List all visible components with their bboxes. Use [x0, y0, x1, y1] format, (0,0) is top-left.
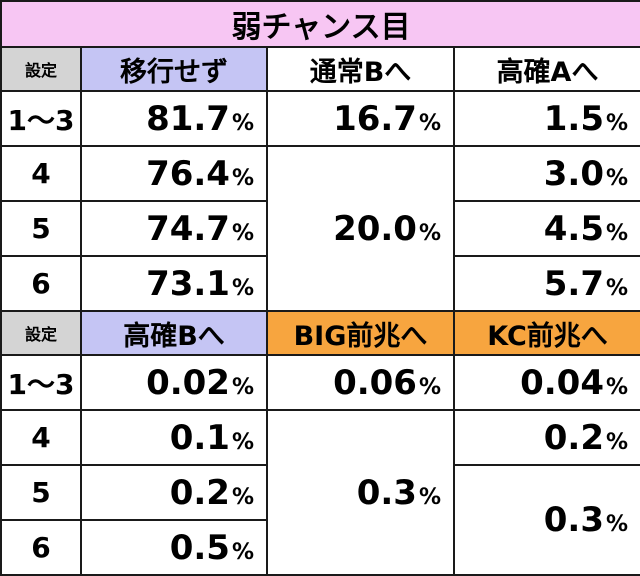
header-kc-zenchou: KC前兆へ — [452, 310, 640, 356]
value-cell: 0.06% — [266, 354, 455, 411]
header-high-b: 高確Bへ — [80, 310, 268, 356]
value-cell: 0.2% — [80, 464, 268, 521]
value-cell: 0.02% — [80, 354, 268, 411]
value-cell: 16.7% — [266, 90, 455, 147]
setting-cell: 5 — [0, 464, 82, 521]
table-row: 5 0.2% 0.3% — [0, 464, 640, 576]
setting-cell: 5 — [0, 200, 82, 257]
setting-cell: 1〜3 — [0, 354, 82, 411]
table-row: 6 0.5% — [0, 519, 640, 576]
value-cell: 4.5% — [452, 200, 640, 257]
header-normal-b: 通常Bへ — [266, 46, 455, 92]
table-row: 1〜3 0.02% 0.06% 0.04% — [0, 354, 640, 411]
table-title: 弱チャンス目 — [0, 0, 640, 48]
value-cell: 0.04% — [452, 354, 640, 411]
merged-value-cell: 0.3% — [452, 464, 640, 576]
setting-cell: 4 — [0, 145, 82, 202]
merged-value-cell: 0.3% — [266, 409, 455, 576]
table-row: 5 74.7% 4.5% — [0, 200, 640, 257]
settei-header: 設定 — [0, 310, 82, 356]
table-row: 4 76.4% 20.0% 3.0% — [0, 145, 640, 312]
value-cell: 5.7% — [452, 255, 640, 312]
value-cell: 0.5% — [80, 519, 268, 576]
header-big-zenchou: BIG前兆へ — [266, 310, 455, 356]
value-cell: 0.1% — [80, 409, 268, 466]
table-row: 4 0.1% 0.3% 0.2% — [0, 409, 640, 576]
setting-cell: 1〜3 — [0, 90, 82, 147]
value-cell: 74.7% — [80, 200, 268, 257]
merged-value-cell: 20.0% — [266, 145, 455, 312]
table-row: 1〜3 81.7% 16.7% 1.5% — [0, 90, 640, 147]
setting-cell: 6 — [0, 255, 82, 312]
value-cell: 1.5% — [452, 90, 640, 147]
value-cell: 76.4% — [80, 145, 268, 202]
value-cell: 81.7% — [80, 90, 268, 147]
value-cell: 73.1% — [80, 255, 268, 312]
setting-cell: 6 — [0, 519, 82, 576]
value-cell: 3.0% — [452, 145, 640, 202]
settei-header: 設定 — [0, 46, 82, 92]
header-high-a: 高確Aへ — [452, 46, 640, 92]
value-cell: 0.2% — [452, 409, 640, 466]
setting-cell: 4 — [0, 409, 82, 466]
header-no-transition: 移行せず — [80, 46, 268, 92]
table-row: 6 73.1% 5.7% — [0, 255, 640, 312]
